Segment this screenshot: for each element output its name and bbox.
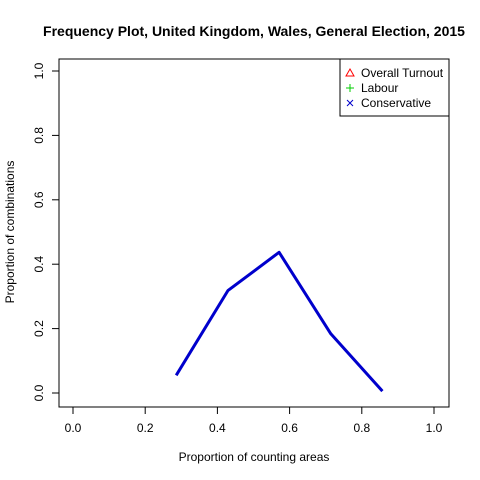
series-layer [174, 250, 384, 393]
x-axis: 0.0 0.2 0.4 0.6 0.8 1.0 [65, 406, 443, 435]
x-tick-label: 0.0 [65, 421, 82, 435]
legend-box [339, 58, 450, 117]
x-tick-label: 0.6 [281, 421, 298, 435]
y-tick-label: 1.0 [32, 62, 46, 79]
legend-cross-icon [346, 99, 354, 107]
legend-entry-label: Labour [361, 81, 398, 95]
legend-plus-icon [346, 84, 354, 92]
y-axis-label: Proportion of combinations [3, 161, 17, 304]
y-axis: 0.0 0.2 0.4 0.6 0.8 1.0 [32, 62, 60, 401]
x-tick-label: 0.2 [137, 421, 154, 435]
x-tick-label: 0.8 [353, 421, 370, 435]
y-tick-label: 0.8 [32, 127, 46, 144]
y-tick-label: 0.6 [32, 191, 46, 208]
legend-entry-label: Overall Turnout [361, 66, 444, 80]
legend-triangle-icon [345, 67, 355, 77]
x-axis-label: Proportion of counting areas [179, 450, 330, 464]
y-tick-label: 0.0 [32, 384, 46, 401]
chart-title: Frequency Plot, United Kingdom, Wales, G… [43, 23, 465, 39]
y-tick-label: 0.2 [32, 320, 46, 337]
y-tick-label: 0.4 [32, 256, 46, 273]
x-tick-label: 0.4 [209, 421, 226, 435]
series-line-0 [174, 250, 384, 393]
x-tick-label: 1.0 [426, 421, 443, 435]
legend-entry-label: Conservative [361, 96, 431, 110]
